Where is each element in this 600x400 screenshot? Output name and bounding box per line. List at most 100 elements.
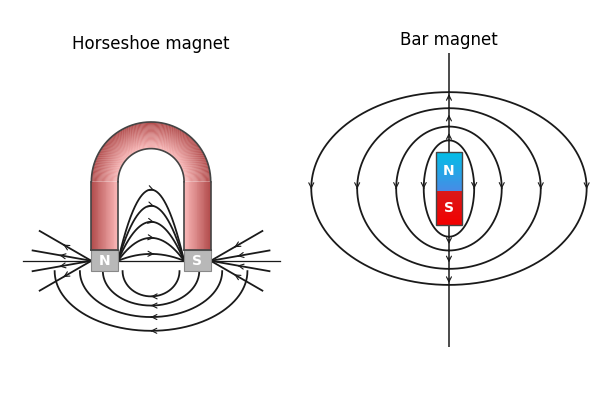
Bar <box>436 198 462 199</box>
Bar <box>436 152 462 225</box>
Bar <box>436 213 462 214</box>
Bar <box>436 177 462 178</box>
Bar <box>436 184 462 185</box>
Bar <box>104 182 106 250</box>
Bar <box>436 220 462 221</box>
Bar <box>436 214 462 215</box>
Bar <box>436 172 462 173</box>
Bar <box>436 201 462 202</box>
Bar <box>101 182 102 250</box>
Bar <box>110 182 111 250</box>
Bar <box>436 159 462 160</box>
Bar <box>206 182 207 250</box>
Wedge shape <box>106 136 197 182</box>
Bar <box>436 166 462 168</box>
Bar <box>436 155 462 156</box>
Wedge shape <box>97 127 205 182</box>
Bar <box>203 182 205 250</box>
Bar <box>93 182 94 250</box>
Bar <box>436 161 462 162</box>
Wedge shape <box>111 142 191 182</box>
Bar <box>436 189 462 190</box>
Bar <box>436 153 462 154</box>
Bar <box>436 223 462 224</box>
Wedge shape <box>104 135 197 182</box>
Bar <box>436 190 462 191</box>
Bar <box>436 208 462 209</box>
Wedge shape <box>116 147 186 182</box>
Bar <box>436 182 462 183</box>
Wedge shape <box>104 134 198 182</box>
Bar <box>436 160 462 161</box>
Bar <box>117 182 118 250</box>
Wedge shape <box>106 137 196 182</box>
Bar <box>436 154 462 155</box>
Bar <box>436 165 462 166</box>
Bar <box>102 182 103 250</box>
Bar <box>187 182 188 250</box>
Bar <box>436 196 462 197</box>
Wedge shape <box>93 124 209 182</box>
Bar <box>210 182 211 250</box>
Bar <box>436 156 462 157</box>
Wedge shape <box>113 144 188 182</box>
Wedge shape <box>101 132 201 182</box>
Bar <box>436 152 462 153</box>
Wedge shape <box>103 134 199 182</box>
Bar <box>436 166 462 167</box>
Wedge shape <box>91 122 211 182</box>
Wedge shape <box>108 139 194 182</box>
Bar <box>436 175 462 176</box>
Bar <box>185 182 186 250</box>
Text: S: S <box>193 254 202 268</box>
Bar <box>103 182 104 250</box>
Bar <box>107 182 108 250</box>
Bar <box>436 194 462 195</box>
Bar <box>209 182 210 250</box>
Bar <box>436 157 462 158</box>
Bar <box>436 183 462 184</box>
Bar <box>436 180 462 181</box>
Bar <box>436 195 462 196</box>
Wedge shape <box>96 126 206 182</box>
Bar <box>200 182 201 250</box>
Bar <box>91 250 118 271</box>
Bar <box>436 185 462 186</box>
Wedge shape <box>102 133 200 182</box>
Bar <box>184 250 211 271</box>
Bar <box>436 216 462 217</box>
Title: Horseshoe magnet: Horseshoe magnet <box>72 35 230 53</box>
Bar <box>190 182 191 250</box>
Bar <box>96 182 97 250</box>
Wedge shape <box>94 125 208 182</box>
Bar <box>436 158 462 159</box>
Text: N: N <box>99 254 110 268</box>
Bar <box>436 163 462 164</box>
Bar <box>436 209 462 210</box>
Bar <box>436 211 462 212</box>
Text: N: N <box>443 164 455 178</box>
Wedge shape <box>107 138 195 182</box>
Bar <box>436 219 462 220</box>
Bar <box>106 182 107 250</box>
Bar <box>197 182 198 250</box>
Bar <box>201 182 202 250</box>
Wedge shape <box>98 128 205 182</box>
Bar <box>436 210 462 211</box>
Wedge shape <box>98 129 203 182</box>
Bar <box>436 169 462 170</box>
Bar <box>436 176 462 177</box>
Bar <box>195 182 196 250</box>
Bar <box>436 221 462 222</box>
Bar <box>115 182 116 250</box>
Bar <box>113 182 115 250</box>
Bar <box>436 224 462 225</box>
Wedge shape <box>109 140 193 182</box>
Bar <box>111 182 112 250</box>
Bar <box>436 174 462 175</box>
Bar <box>436 203 462 204</box>
Bar <box>436 168 462 169</box>
Wedge shape <box>92 123 210 182</box>
Bar <box>109 182 110 250</box>
Bar <box>207 182 208 250</box>
